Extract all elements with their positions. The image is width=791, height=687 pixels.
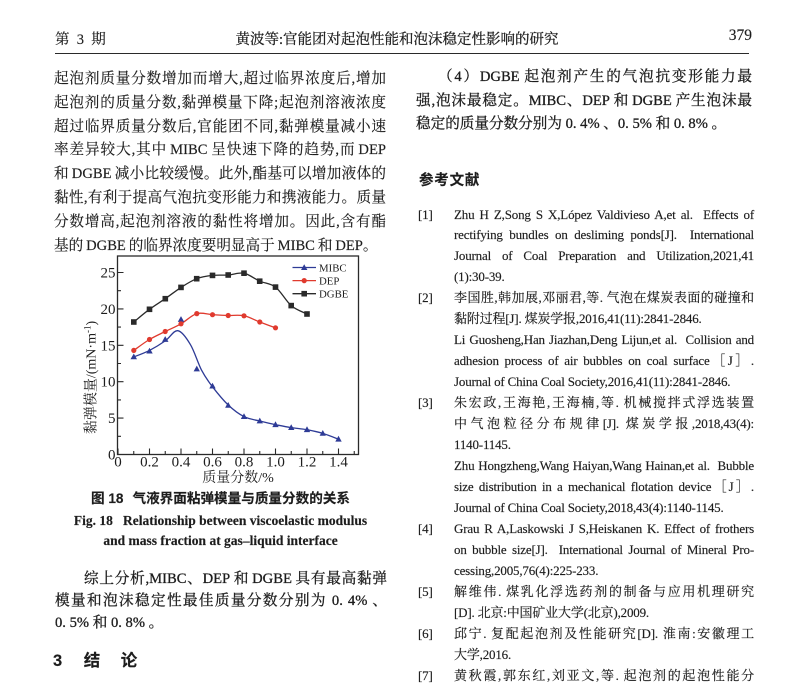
svg-text:1.0: 1.0 (266, 455, 285, 471)
svg-text:0: 0 (114, 455, 122, 471)
svg-text:0.2: 0.2 (140, 455, 159, 471)
svg-text:0.4: 0.4 (172, 455, 191, 471)
svg-text:1.2: 1.2 (298, 455, 317, 471)
svg-text:20: 20 (101, 302, 116, 318)
svg-text:MIBC: MIBC (319, 263, 347, 275)
svg-text:DGBE: DGBE (319, 289, 349, 301)
svg-text:0.6: 0.6 (203, 455, 222, 471)
svg-text:10: 10 (101, 375, 116, 391)
svg-text:DEP: DEP (319, 276, 339, 288)
svg-text:0.8: 0.8 (235, 455, 254, 471)
svg-text:15: 15 (101, 338, 116, 354)
svg-text:1.4: 1.4 (329, 455, 348, 471)
svg-text:0: 0 (108, 448, 116, 464)
svg-text:质量分数/%: 质量分数/% (202, 469, 274, 486)
svg-text:5: 5 (108, 411, 116, 427)
svg-text:25: 25 (101, 266, 116, 282)
svg-text:黏弹模量/(mN·m-1): 黏弹模量/(mN·m-1) (83, 321, 100, 435)
